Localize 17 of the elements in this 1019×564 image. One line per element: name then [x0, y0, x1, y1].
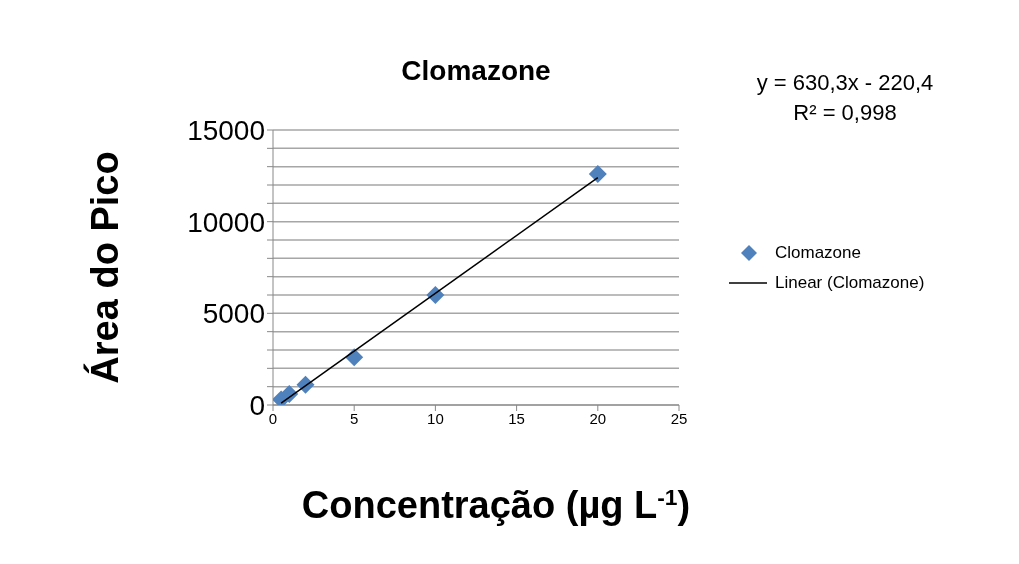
legend-label: Linear (Clomazone) [775, 272, 925, 293]
x-axis-title: Concentração (µg L$^{-1}$) [301, 484, 691, 526]
x-tick-label: 0 [268, 409, 278, 427]
y-tick-label: 15000 [187, 114, 265, 146]
x-tick-label: 25 [670, 409, 688, 427]
x-tick-label: 10 [427, 409, 444, 427]
y-tick-label: 10000 [187, 206, 265, 238]
text: R² = 0,998 [793, 100, 897, 125]
point [588, 165, 607, 183]
x-tick-label: 15 [508, 409, 525, 427]
x-tick-label: 20 [589, 409, 607, 427]
y-tick-label: 5000 [202, 298, 265, 330]
chart-title: Clomazone [401, 55, 551, 86]
text: y = 630,3x - 220,4 [756, 70, 934, 95]
legend-label: Clomazone [775, 242, 861, 263]
y-axis-title: Área do Pico [83, 151, 126, 384]
x-tick-label: 5 [350, 409, 359, 427]
